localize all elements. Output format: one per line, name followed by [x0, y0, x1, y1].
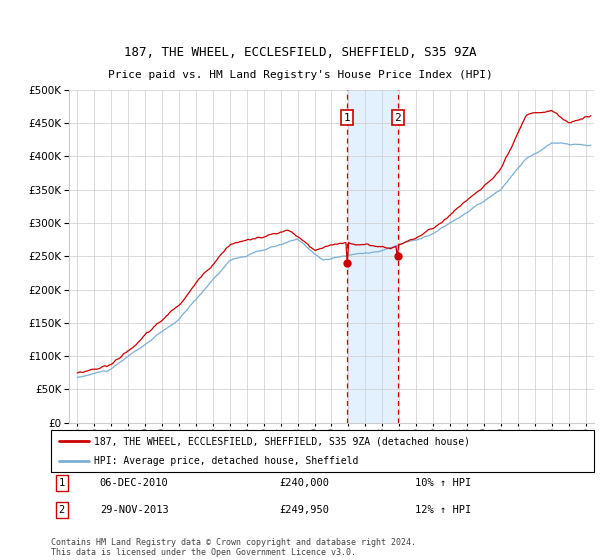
Text: Contains HM Land Registry data © Crown copyright and database right 2024.
This d: Contains HM Land Registry data © Crown c…: [51, 538, 416, 557]
Text: 2: 2: [59, 505, 65, 515]
Text: £249,950: £249,950: [279, 505, 329, 515]
FancyBboxPatch shape: [51, 430, 594, 472]
Text: 1: 1: [59, 478, 65, 488]
Text: 06-DEC-2010: 06-DEC-2010: [100, 478, 169, 488]
Bar: [347, 90, 398, 423]
Text: HPI: Average price, detached house, Sheffield: HPI: Average price, detached house, Shef…: [94, 456, 359, 466]
Text: 10% ↑ HPI: 10% ↑ HPI: [415, 478, 471, 488]
Text: Price paid vs. HM Land Registry's House Price Index (HPI): Price paid vs. HM Land Registry's House …: [107, 70, 493, 80]
Text: 187, THE WHEEL, ECCLESFIELD, SHEFFIELD, S35 9ZA (detached house): 187, THE WHEEL, ECCLESFIELD, SHEFFIELD, …: [94, 436, 470, 446]
Text: 1: 1: [344, 113, 350, 123]
Text: £240,000: £240,000: [279, 478, 329, 488]
Text: 29-NOV-2013: 29-NOV-2013: [100, 505, 169, 515]
Text: 12% ↑ HPI: 12% ↑ HPI: [415, 505, 471, 515]
Text: 187, THE WHEEL, ECCLESFIELD, SHEFFIELD, S35 9ZA: 187, THE WHEEL, ECCLESFIELD, SHEFFIELD, …: [124, 46, 476, 59]
Text: 2: 2: [394, 113, 401, 123]
